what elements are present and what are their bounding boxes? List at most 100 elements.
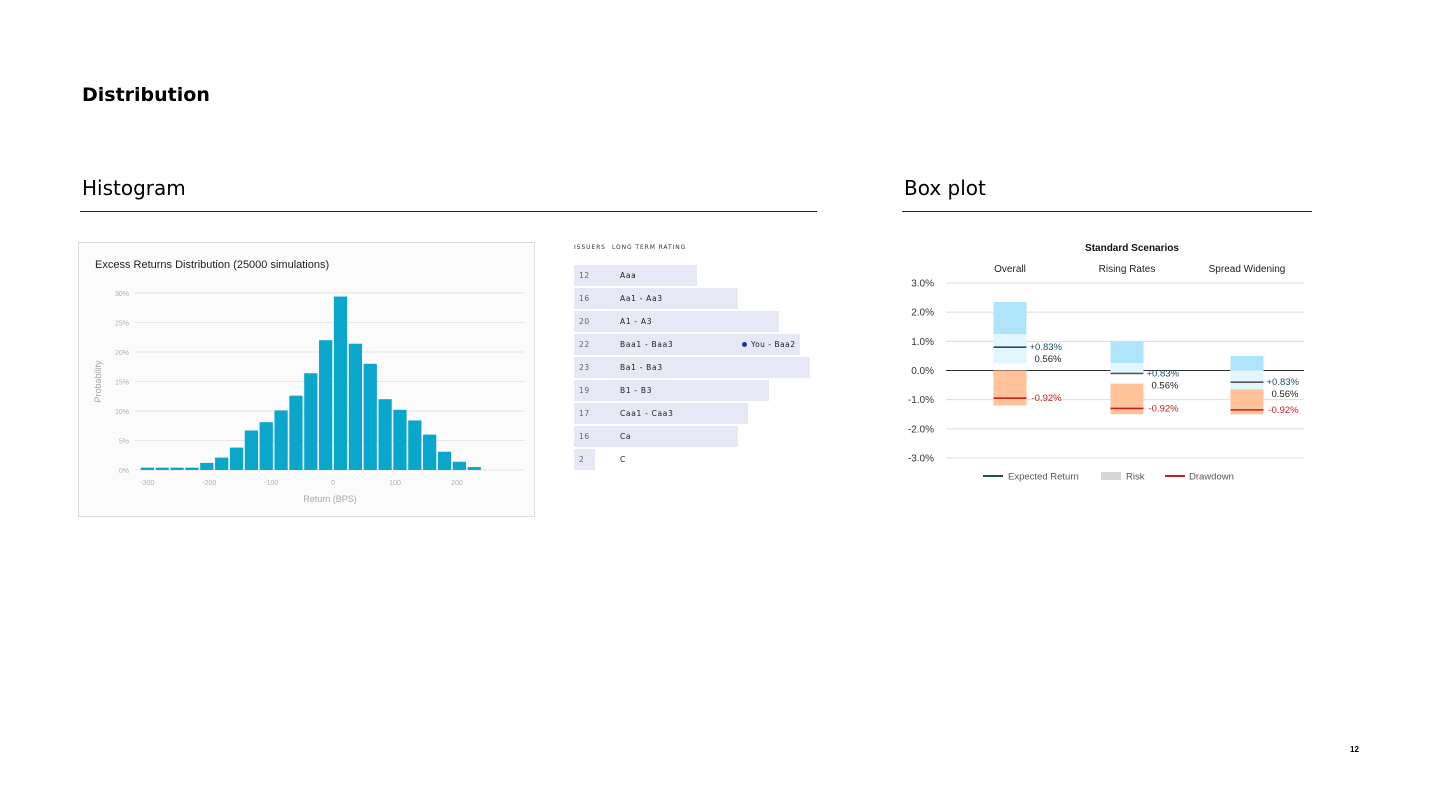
rating-row: 16 Aa1 - Aa3 [574,288,738,309]
boxplot-y-tick-label: -1.0% [908,395,934,406]
boxplot-y-tick-label: 2.0% [911,308,934,319]
rating-row-label: Aa1 - Aa3 [620,294,663,303]
boxplot-title: Standard Scenarios [1085,243,1179,254]
histogram-x-tick-label: 100 [389,480,401,487]
histogram-bar [423,434,437,470]
boxplot-y-tick-label: 3.0% [911,279,934,290]
histogram-bar [393,409,407,470]
rating-row: 22 Baa1 - Baa3 You - Baa2 [574,334,800,355]
rating-column-header: LONG TERM RATING [612,244,687,251]
boxplot-drawdown-label: -0.92% [1032,393,1063,404]
histogram-bar [170,467,184,470]
rating-row-issuers: 17 [579,409,590,418]
rating-row-issuers: 20 [579,317,590,326]
histogram-x-tick-label: -200 [202,480,216,487]
histogram-bar [452,461,467,470]
boxplot-category-label: Rising Rates [1099,264,1156,275]
boxplot-drawdown-label: -0.92% [1269,405,1300,416]
rating-row: 12 Aaa [574,265,697,286]
rating-row-label: Caa1 - Caa3 [620,409,674,418]
rating-row-issuers: 22 [579,340,590,349]
boxplot-y-tick-label: 0.0% [911,366,934,377]
boxplot-mid-label: 0.56% [1152,380,1179,391]
boxplot-chart: Standard Scenarios Overall Rising Rates Spr… [908,243,1304,483]
rating-row-issuers: 2 [579,455,585,464]
page-title: Distribution [82,84,210,106]
rating-row-label: A1 - A3 [620,317,653,326]
rating-row-label: C [620,455,626,464]
rating-row-label: Baa1 - Baa3 [620,340,674,349]
histogram-title: Excess Returns Distribution (25000 simul… [95,259,329,271]
boxplot-expected-label: +0.83% [1267,377,1300,388]
rating-row: 19 B1 - B3 [574,380,769,401]
boxplot-drawdown-label: -0.92% [1149,403,1180,414]
marker-dot-icon [742,341,747,347]
histogram-bar [378,399,392,470]
legend-drawdown-label: Drawdown [1189,472,1234,483]
histogram-y-tick-label: 30% [115,291,129,298]
histogram-bar [333,296,348,470]
boxplot-category-label: Spread Widening [1209,264,1286,275]
histogram-y-tick-label: 20% [115,350,129,357]
histogram-y-tick-label: 15% [115,380,129,387]
rating-row: 17 Caa1 - Caa3 [574,403,748,424]
legend-risk-swatch [1101,472,1121,480]
marker-label: You - Baa2 [751,340,796,349]
histogram-bar [215,457,229,470]
rating-row-label: Aaa [620,271,637,280]
histogram-y-tick-label: 10% [115,409,129,416]
boxplot-upper-inner-band [1230,370,1264,390]
boxplot-upper-inner-band [993,334,1027,364]
boxplot-upper-inner-band [1110,363,1144,372]
histogram-bar [140,467,155,470]
boxplot-divider [902,211,1312,212]
boxplot-lower-inner-band [993,370,1027,402]
histogram-chart: Excess Returns Distribution (25000 simul… [93,259,525,504]
histogram-bar [304,373,318,470]
histogram-y-tick-label: 25% [115,321,129,328]
boxplot-upper-risk-band [1230,355,1264,371]
your-rating-marker: You - Baa2 [742,340,796,349]
histogram-divider [80,211,817,212]
histogram-x-tick-label: 200 [451,480,463,487]
histogram-bar [437,451,452,470]
histogram-x-tick-label: -300 [140,480,154,487]
histogram-card: Excess Returns Distribution (25000 simul… [78,242,535,517]
histogram-bar [259,422,273,470]
boxplot-mid-label: 0.56% [1035,354,1062,365]
boxplot-y-tick-label: -3.0% [908,454,934,465]
rating-row: 16 Ca [574,426,738,447]
boxplot-expected-label: +0.83% [1147,368,1180,379]
rating-row: 20 A1 - A3 [574,311,779,332]
rating-row-issuers: 23 [579,363,590,372]
boxplot-y-tick-label: -2.0% [908,424,934,435]
histogram-bar [348,343,363,470]
legend-expected-return-label: Expected Return [1008,472,1079,483]
boxplot-upper-risk-band [1110,341,1144,364]
histogram-x-tick-label: -100 [264,480,278,487]
histogram-x-tick-label: 0 [331,480,335,487]
boxplot-y-tick-label: 1.0% [911,337,934,348]
histogram-y-axis-label: Probability [93,360,103,403]
issuers-column-header: ISSUERS [574,244,606,251]
histogram-y-tick-label: 0% [119,468,129,475]
histogram-bar [155,467,169,470]
boxplot-lower-inner-band [1230,389,1264,413]
histogram-bar [408,420,422,470]
rating-row-label: B1 - B3 [620,386,653,395]
histogram-bar [200,462,214,470]
boxplot-category-label: Overall [994,264,1026,275]
histogram-bar [319,340,333,470]
histogram-y-tick-label: 5% [119,439,129,446]
rating-row: 23 Ba1 - Ba3 [574,357,810,378]
page-number: 12 [1350,745,1359,754]
histogram-bar [274,410,288,470]
histogram-bar [363,363,377,470]
rating-distribution-panel: ISSUERS LONG TERM RATING 12 Aaa 16 Aa1 - Aa… [574,244,814,474]
histogram-x-axis-label: Return (BPS) [303,494,357,504]
legend-risk-label: Risk [1126,472,1145,483]
histogram-section-title: Histogram [82,176,186,200]
rating-row-issuers: 12 [579,271,590,280]
rating-row-label: Ba1 - Ba3 [620,363,663,372]
